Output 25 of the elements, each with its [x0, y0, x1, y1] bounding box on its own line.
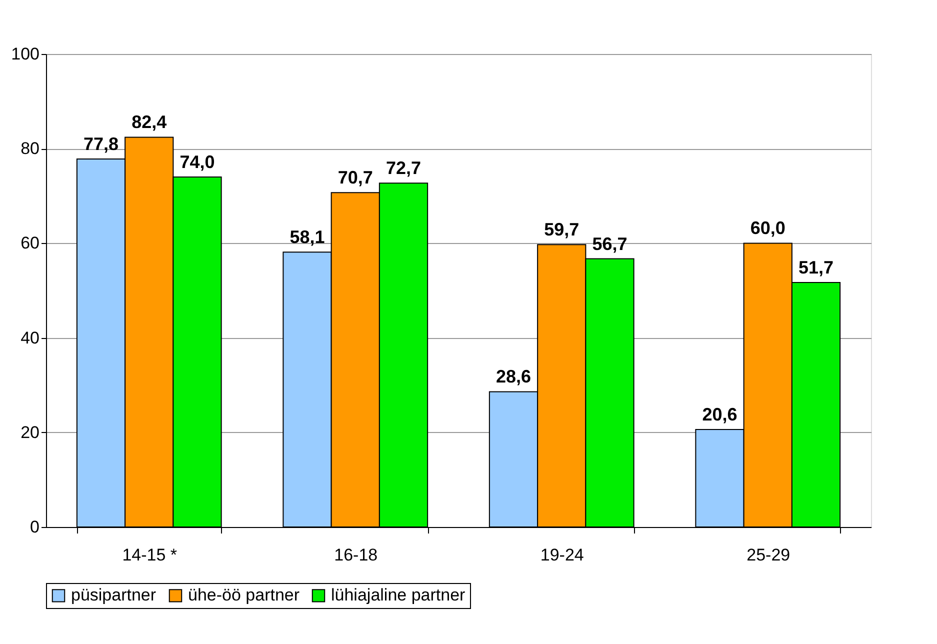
- data-label: 56,7: [592, 234, 628, 254]
- y-tick-label: 20: [20, 422, 40, 442]
- y-tick-label: 100: [11, 44, 40, 64]
- x-tick-label: 19-24: [540, 546, 584, 564]
- legend-label: püsipartner: [71, 586, 156, 605]
- y-tick-label: 40: [20, 328, 40, 348]
- x-tick-label: 25-29: [746, 546, 790, 564]
- x-tick-label: 14-15 *: [122, 546, 178, 564]
- data-label: 70,7: [338, 168, 373, 188]
- y-tick-label: 0: [30, 518, 40, 536]
- data-label: 77,8: [83, 134, 119, 154]
- data-label: 72,7: [386, 158, 422, 178]
- data-label: 20,6: [702, 404, 738, 425]
- data-label: 28,6: [496, 366, 532, 387]
- data-label: 58,1: [290, 227, 325, 248]
- x-tick-label: 16-18: [334, 546, 378, 564]
- y-tick-label: 80: [20, 139, 40, 158]
- data-label: 51,7: [798, 257, 834, 278]
- data-label: 74,0: [180, 152, 215, 172]
- data-label: 82,4: [132, 112, 167, 132]
- legend-label: ühe-öö partner: [188, 586, 300, 605]
- legend-label: lühiajaline partner: [331, 586, 466, 605]
- y-tick-label: 60: [20, 234, 40, 253]
- data-label: 59,7: [544, 220, 580, 240]
- data-label: 60,0: [750, 218, 786, 238]
